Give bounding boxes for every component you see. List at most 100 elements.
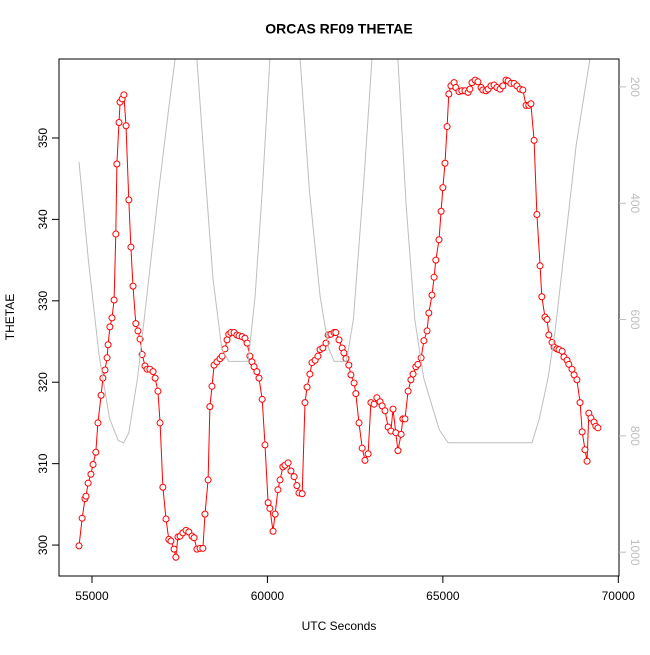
data-point xyxy=(335,336,343,344)
y-tick-label: 300 xyxy=(36,535,50,555)
data-point xyxy=(352,390,360,398)
y-tick-label: 310 xyxy=(36,453,50,473)
data-point xyxy=(361,456,369,464)
y2-tick-label: 400 xyxy=(628,193,642,213)
data-point xyxy=(269,527,277,535)
data-point xyxy=(113,160,121,168)
data-point xyxy=(301,399,309,407)
data-point xyxy=(397,430,405,438)
data-point xyxy=(108,314,116,322)
y-tick-label: 330 xyxy=(36,290,50,310)
data-point xyxy=(92,448,100,456)
data-point xyxy=(293,482,301,490)
data-point xyxy=(430,273,438,281)
data-point xyxy=(190,534,198,542)
data-point xyxy=(287,467,295,475)
data-point xyxy=(414,360,422,368)
data-point xyxy=(154,387,162,395)
data-point xyxy=(127,243,135,251)
data-point xyxy=(115,119,123,127)
data-point xyxy=(578,428,586,436)
data-point xyxy=(466,85,474,93)
data-point xyxy=(162,515,170,523)
plot-area xyxy=(75,59,602,561)
data-point xyxy=(223,336,231,344)
data-point xyxy=(120,91,128,99)
x-tick-label: 65000 xyxy=(426,589,460,603)
data-point xyxy=(565,360,573,368)
data-point xyxy=(112,230,120,238)
data-point xyxy=(122,122,130,130)
x-tick-label: 70000 xyxy=(602,589,636,603)
series-line xyxy=(78,59,591,444)
data-point xyxy=(106,323,114,331)
data-point xyxy=(206,403,214,411)
data-point xyxy=(332,329,340,337)
data-point xyxy=(576,399,584,407)
data-point xyxy=(104,341,112,349)
plot-frame xyxy=(58,58,620,577)
data-point xyxy=(290,473,298,481)
data-point xyxy=(201,510,209,518)
data-point xyxy=(581,446,589,454)
data-point xyxy=(243,339,251,347)
data-point xyxy=(132,320,140,328)
data-point xyxy=(274,486,282,494)
data-point xyxy=(445,90,453,98)
data-point xyxy=(84,479,92,487)
data-point xyxy=(110,296,118,304)
chart-title: ORCAS RF09 THETAE xyxy=(265,21,413,37)
data-point xyxy=(530,136,538,144)
data-point xyxy=(149,368,157,376)
data-point xyxy=(319,344,327,352)
data-point xyxy=(347,371,355,379)
data-point xyxy=(583,457,591,465)
data-point xyxy=(425,309,433,317)
data-point xyxy=(428,291,436,299)
data-point xyxy=(170,545,178,553)
data-point xyxy=(441,159,449,167)
data-point xyxy=(276,476,284,484)
data-point xyxy=(218,352,226,360)
data-point xyxy=(340,349,348,357)
data-point xyxy=(303,383,311,391)
data-point xyxy=(246,352,254,360)
data-point xyxy=(432,256,440,264)
y2-tick-label: 600 xyxy=(628,310,642,330)
data-point xyxy=(499,82,507,90)
data-point xyxy=(594,424,602,432)
data-point xyxy=(97,391,105,399)
data-point xyxy=(271,510,279,518)
data-point xyxy=(129,282,137,290)
data-point xyxy=(89,460,97,468)
y-axis-label: THETAE xyxy=(3,294,17,340)
data-point xyxy=(443,123,451,131)
data-point xyxy=(536,262,544,270)
data-point xyxy=(350,379,358,387)
y2-tick-label: 200 xyxy=(628,77,642,97)
data-point xyxy=(87,470,95,478)
data-point xyxy=(437,207,445,215)
data-point xyxy=(101,366,109,374)
data-point xyxy=(474,78,482,86)
y2-tick-label: 1000 xyxy=(628,539,642,566)
data-point xyxy=(407,376,415,384)
data-point xyxy=(167,537,175,545)
data-point xyxy=(545,331,553,339)
data-point xyxy=(204,476,212,484)
data-point xyxy=(527,100,535,108)
x-axis-label: UTC Seconds xyxy=(302,619,377,633)
data-point xyxy=(266,504,274,512)
data-point xyxy=(199,544,207,552)
data-point xyxy=(423,327,431,335)
data-point xyxy=(435,236,443,244)
data-point xyxy=(103,354,111,362)
data-point xyxy=(151,374,159,382)
x-tick-label: 60000 xyxy=(251,589,285,603)
data-point xyxy=(255,374,263,382)
data-point xyxy=(94,419,102,427)
data-point xyxy=(75,542,83,550)
data-point xyxy=(389,405,397,413)
data-point xyxy=(538,293,546,301)
